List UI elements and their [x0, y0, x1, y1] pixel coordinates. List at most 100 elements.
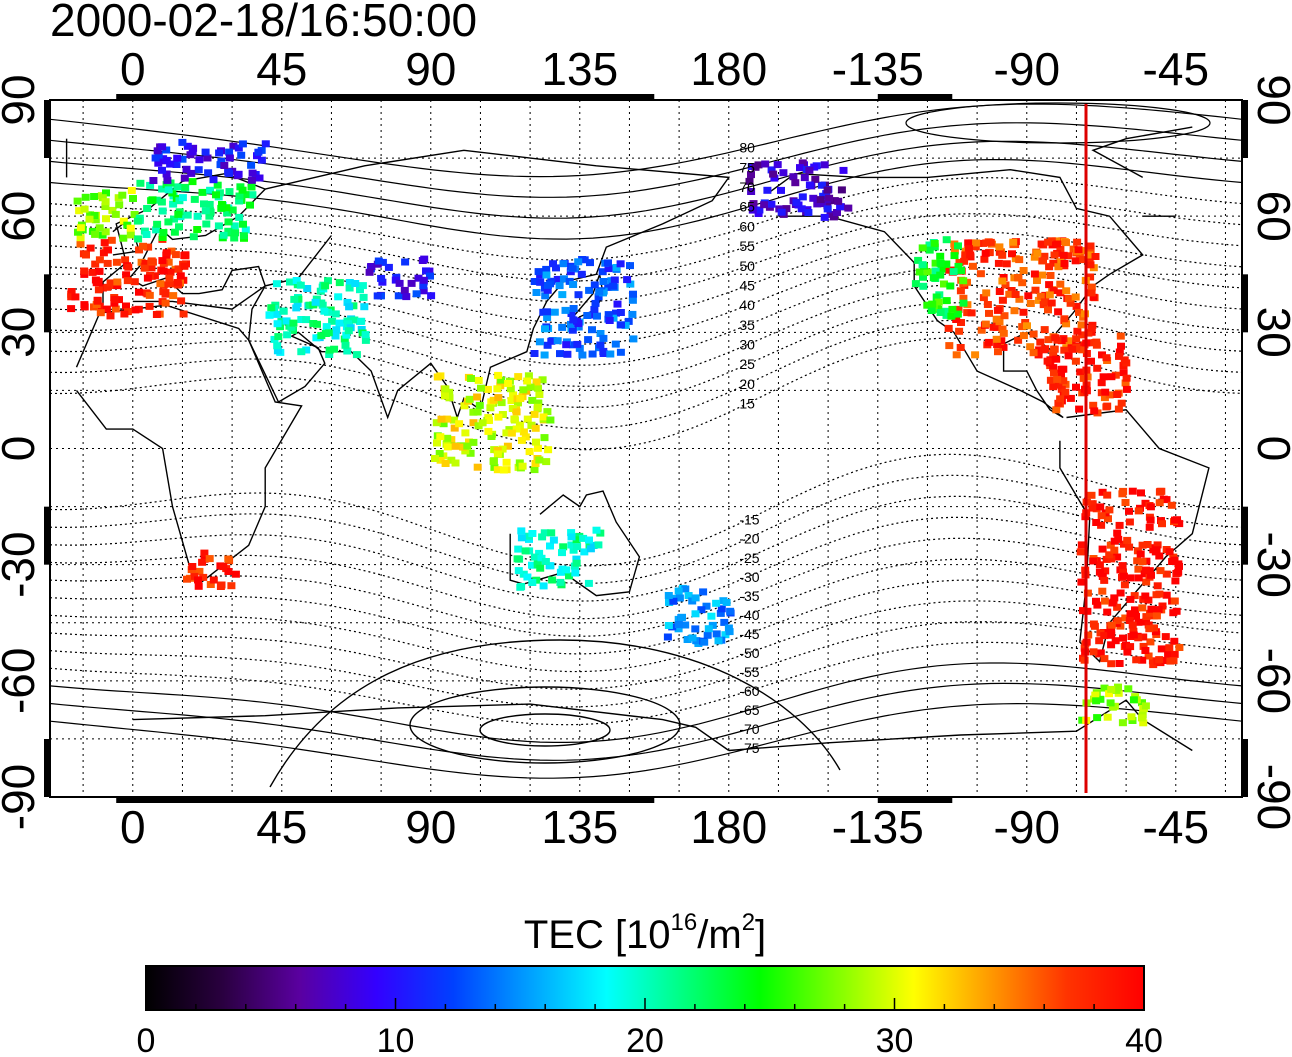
- tec-cell: [344, 320, 352, 328]
- tec-cell: [923, 268, 932, 276]
- tec-cell: [159, 229, 168, 236]
- tec-cell: [1106, 541, 1115, 549]
- tec-cell: [158, 257, 167, 265]
- tec-cell: [954, 262, 963, 270]
- tec-cell: [548, 576, 557, 584]
- tec-cell: [1097, 521, 1106, 529]
- tec-cell: [604, 259, 612, 267]
- tec-cell: [528, 530, 537, 537]
- tec-cell: [1077, 578, 1086, 586]
- tec-cell: [980, 255, 989, 263]
- tec-cell: [569, 341, 578, 349]
- tec-cell: [558, 291, 567, 299]
- tec-cell: [1056, 258, 1065, 266]
- colorbar-minor-ticks: [145, 998, 1145, 1010]
- tec-cell: [1064, 337, 1073, 345]
- tec-cell: [1111, 637, 1120, 645]
- tec-cell: [213, 181, 222, 189]
- tec-cell: [1132, 612, 1140, 620]
- tec-cell: [267, 304, 276, 312]
- tec-cell: [1002, 260, 1011, 268]
- bottom-lon-tick-label: 180: [690, 801, 767, 853]
- tec-cell: [282, 317, 291, 325]
- tec-cell: [1175, 520, 1184, 528]
- tec-cell: [527, 421, 536, 429]
- tec-cell: [443, 415, 452, 423]
- mag-lat-label: -40: [739, 607, 759, 623]
- top-lon-tick-label: 0: [120, 43, 146, 95]
- tec-cell: [136, 179, 145, 187]
- antarctica-coast: [132, 703, 730, 752]
- tec-cell: [74, 228, 82, 236]
- tec-cell: [173, 183, 182, 191]
- tec-cell: [460, 402, 469, 410]
- tec-cell: [212, 191, 220, 199]
- tec-cell: [1122, 385, 1131, 393]
- tec-cell: [88, 268, 97, 276]
- tec-cell: [1098, 573, 1107, 580]
- tec-cell: [1071, 357, 1080, 365]
- tec-cell: [971, 243, 980, 251]
- tec-cell: [983, 301, 992, 308]
- tec-cell: [531, 424, 540, 432]
- tec-cell: [90, 193, 99, 200]
- tec-cell: [976, 270, 985, 278]
- tec-cell: [443, 434, 452, 442]
- tec-cell: [1047, 299, 1056, 307]
- mag-lat-label: 40: [739, 297, 755, 313]
- africa-coast: [75, 304, 303, 586]
- tec-cell: [224, 568, 233, 575]
- tec-cell: [118, 191, 127, 199]
- mag-lat-label: -55: [739, 664, 759, 680]
- tec-cell: [797, 205, 806, 213]
- tec-cell: [558, 323, 567, 331]
- tec-cell: [473, 393, 482, 401]
- tec-cell: [294, 295, 303, 303]
- tec-cell: [273, 342, 282, 350]
- tec-cell: [436, 433, 445, 441]
- tec-cell: [572, 536, 581, 544]
- tec-cell: [777, 186, 785, 194]
- tec-cell: [76, 234, 85, 242]
- tec-cell: [579, 534, 588, 542]
- bottom-frame-bar: [877, 797, 953, 803]
- tec-cell: [818, 200, 827, 208]
- tec-cell: [556, 578, 565, 586]
- tec-cell: [494, 394, 503, 402]
- tec-cell: [791, 179, 800, 187]
- tec-cell: [588, 326, 596, 334]
- tec-cell: [1086, 242, 1095, 250]
- bottom-frame-bar: [116, 797, 638, 803]
- tec-cell: [1092, 597, 1100, 605]
- tec-cell: [594, 541, 603, 549]
- tec-cell: [514, 567, 523, 575]
- tec-cell: [563, 350, 572, 358]
- tec-cell: [616, 348, 625, 356]
- tec-cell: [178, 155, 187, 163]
- tec-cell: [499, 466, 508, 474]
- mag-lat-label: 25: [739, 356, 755, 372]
- tec-cell: [81, 193, 90, 201]
- tec-cell: [179, 310, 188, 318]
- tec-cell: [144, 243, 153, 251]
- tec-cell: [238, 140, 247, 148]
- tec-cell: [1000, 312, 1009, 320]
- bottom-lon-tick-label: -135: [832, 801, 924, 853]
- tec-cell: [726, 607, 735, 615]
- tec-cell: [439, 420, 448, 428]
- tec-cell: [414, 274, 423, 282]
- tec-cell: [94, 286, 103, 294]
- tec-cell: [800, 174, 809, 182]
- frame-tick-bars: [44, 94, 1248, 803]
- tec-cell: [513, 555, 522, 563]
- mag-lat-label: 75: [739, 159, 755, 175]
- tec-cell: [981, 249, 990, 257]
- tec-cell: [956, 344, 965, 351]
- tec-cell: [1092, 341, 1101, 349]
- tec-cell: [261, 140, 270, 148]
- tec-cell: [1156, 567, 1165, 575]
- tec-cell: [95, 256, 104, 264]
- tec-cell: [782, 205, 791, 213]
- tec-cell: [1121, 499, 1130, 506]
- tec-cell: [1144, 652, 1153, 660]
